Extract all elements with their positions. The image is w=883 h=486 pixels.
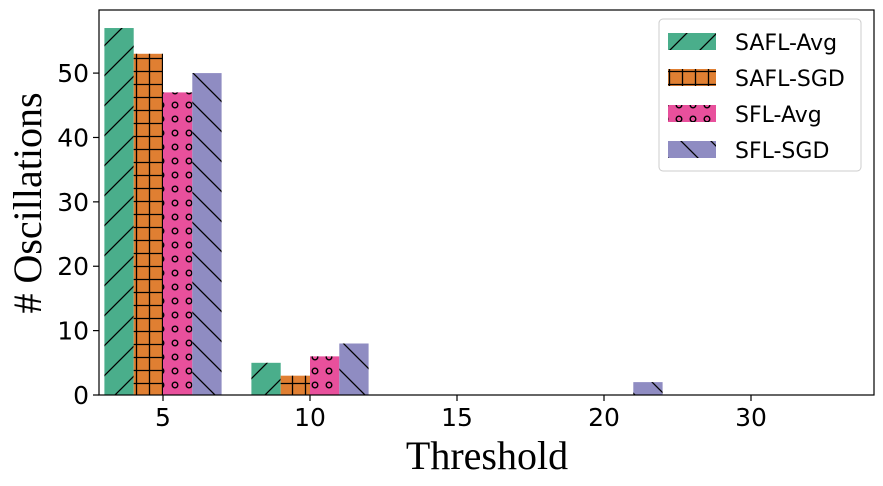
bar-sfl-sgd-10 <box>339 343 369 395</box>
bar-sfl-avg-5 <box>163 92 193 396</box>
y-tick-label: 10 <box>57 317 89 346</box>
x-tick-label: 15 <box>441 403 473 432</box>
bar-sfl-sgd-20 <box>633 382 663 395</box>
bar-safl-avg-10 <box>251 362 281 395</box>
x-tick-label: 20 <box>588 403 620 432</box>
bar-safl-avg-5 <box>104 28 134 395</box>
y-axis-title: # Oscillations <box>5 92 50 313</box>
legend-item-sfl-sgd: SFL-SGD <box>668 139 829 164</box>
bars-group <box>104 28 663 396</box>
y-tick-label: 20 <box>57 252 89 281</box>
legend-item-sfl-avg: SFL-Avg <box>668 103 822 128</box>
bar-safl-sgd-5 <box>133 53 163 395</box>
legend-label: SFL-Avg <box>735 103 822 128</box>
bar-sfl-sgd-5 <box>192 73 222 396</box>
y-tick-label: 0 <box>73 381 89 410</box>
legend-label: SAFL-Avg <box>735 31 837 56</box>
axes-group: 0 10 20 30 40 50 5 10 15 20 30 <box>57 9 875 432</box>
x-tick-label: 10 <box>294 403 326 432</box>
legend: SAFL-Avg SAFL-SGD SFL-Avg SFL-SGD <box>658 18 862 172</box>
legend-item-safl-avg: SAFL-Avg <box>668 31 837 56</box>
legend-item-safl-sgd: SAFL-SGD <box>668 67 845 92</box>
bar-safl-sgd-10 <box>280 375 310 395</box>
legend-box <box>658 18 862 172</box>
y-tick-label: 50 <box>57 59 89 88</box>
legend-label: SAFL-SGD <box>735 67 845 92</box>
x-tick-label: 30 <box>735 403 767 432</box>
plot-frame <box>98 9 875 396</box>
y-tick-label: 40 <box>57 123 89 152</box>
x-axis-title: Threshold <box>406 433 568 478</box>
legend-label: SFL-SGD <box>735 139 829 164</box>
x-tick-label: 5 <box>155 403 171 432</box>
y-tick-label: 30 <box>57 188 89 217</box>
bar-sfl-avg-10 <box>310 356 340 395</box>
